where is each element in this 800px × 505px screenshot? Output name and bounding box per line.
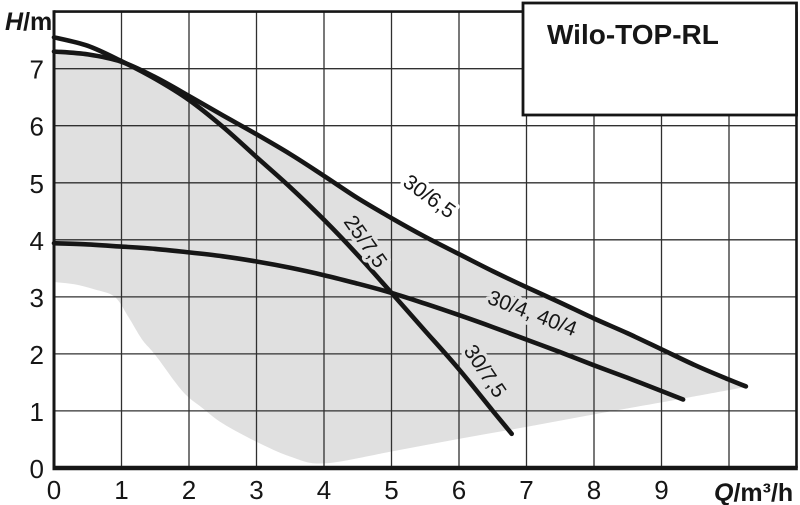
y-tick-label: 6 [30,112,44,142]
y-tick-label: 4 [30,226,44,256]
curve-25-7-5-30-7-5 [51,35,514,437]
x-tick-label: 0 [47,475,61,505]
x-tick-label: 3 [249,475,263,505]
title-box: Wilo-TOP-RL [521,1,798,117]
title-box-border [521,1,798,117]
y-tick-label: 5 [30,169,44,199]
curve-30-4-40-4 [51,240,686,402]
y-tick-label: 3 [30,283,44,313]
x-tick-label: 5 [384,475,398,505]
x-tick-label: 2 [182,475,196,505]
x-tick-label: 8 [587,475,601,505]
x-tick-label: 1 [114,475,128,505]
x-tick-label: 9 [654,475,668,505]
curve-label-30-6-5: 30/6,5 [399,170,460,223]
x-tick-label: 7 [519,475,533,505]
y-axis-label: H/m [5,8,52,36]
chart-title: Wilo-TOP-RL [547,19,719,50]
y-tick-label: 7 [30,55,44,85]
x-tick-label: 4 [317,475,331,505]
operating-field-region [54,51,746,464]
y-tick-label: 2 [30,340,44,370]
y-tick-label: 1 [30,397,44,427]
x-tick-label: 6 [452,475,466,505]
x-axis-label: Q/m³/h [714,479,793,505]
y-tick-label: 0 [30,454,44,484]
